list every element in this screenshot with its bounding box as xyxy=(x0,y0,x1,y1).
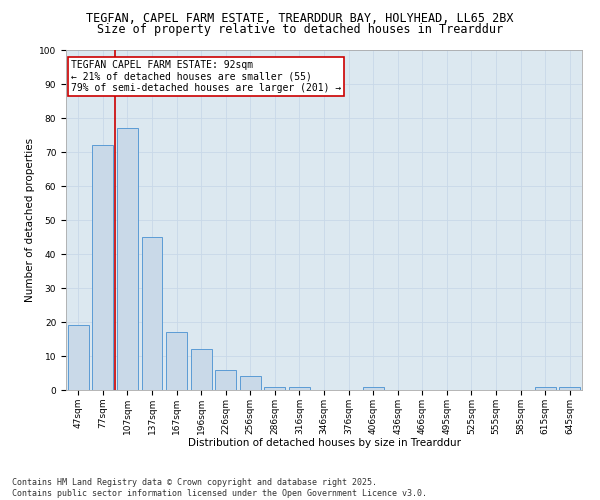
Bar xyxy=(559,386,580,390)
Bar xyxy=(265,386,286,390)
Bar xyxy=(166,332,187,390)
Y-axis label: Number of detached properties: Number of detached properties xyxy=(25,138,35,302)
X-axis label: Distribution of detached houses by size in Trearddur: Distribution of detached houses by size … xyxy=(187,438,461,448)
Bar xyxy=(240,376,261,390)
Bar xyxy=(215,370,236,390)
Bar xyxy=(142,237,163,390)
Bar xyxy=(68,326,89,390)
Text: TEGFAN, CAPEL FARM ESTATE, TREARDDUR BAY, HOLYHEAD, LL65 2BX: TEGFAN, CAPEL FARM ESTATE, TREARDDUR BAY… xyxy=(86,12,514,26)
Bar xyxy=(117,128,138,390)
Bar xyxy=(362,386,383,390)
Bar xyxy=(289,386,310,390)
Text: Contains HM Land Registry data © Crown copyright and database right 2025.
Contai: Contains HM Land Registry data © Crown c… xyxy=(12,478,427,498)
Text: TEGFAN CAPEL FARM ESTATE: 92sqm
← 21% of detached houses are smaller (55)
79% of: TEGFAN CAPEL FARM ESTATE: 92sqm ← 21% of… xyxy=(71,60,341,94)
Bar xyxy=(92,145,113,390)
Text: Size of property relative to detached houses in Trearddur: Size of property relative to detached ho… xyxy=(97,22,503,36)
Bar xyxy=(535,386,556,390)
Bar xyxy=(191,349,212,390)
